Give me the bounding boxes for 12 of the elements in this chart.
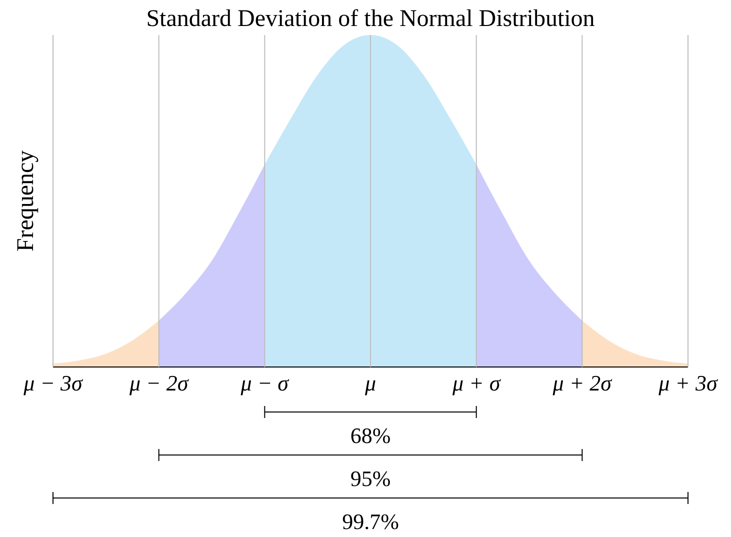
x-tick-label: μ — [364, 370, 376, 396]
text: 68% — [350, 423, 391, 448]
chart-title: Standard Deviation of the Normal Distribution — [146, 6, 595, 32]
y-axis-title: Frequency — [13, 150, 39, 252]
x-tick-label: μ − 3σ — [22, 370, 84, 396]
x-tick-label: μ + 3σ — [658, 370, 719, 396]
text: 95% — [350, 466, 391, 491]
x-tick-label: μ + 2σ — [552, 370, 613, 396]
x-tick-label: μ − 2σ — [128, 370, 190, 396]
x-tick-label: μ − σ — [240, 370, 290, 396]
text: 99.7% — [342, 509, 399, 534]
x-tick-label: μ + σ — [451, 370, 502, 396]
